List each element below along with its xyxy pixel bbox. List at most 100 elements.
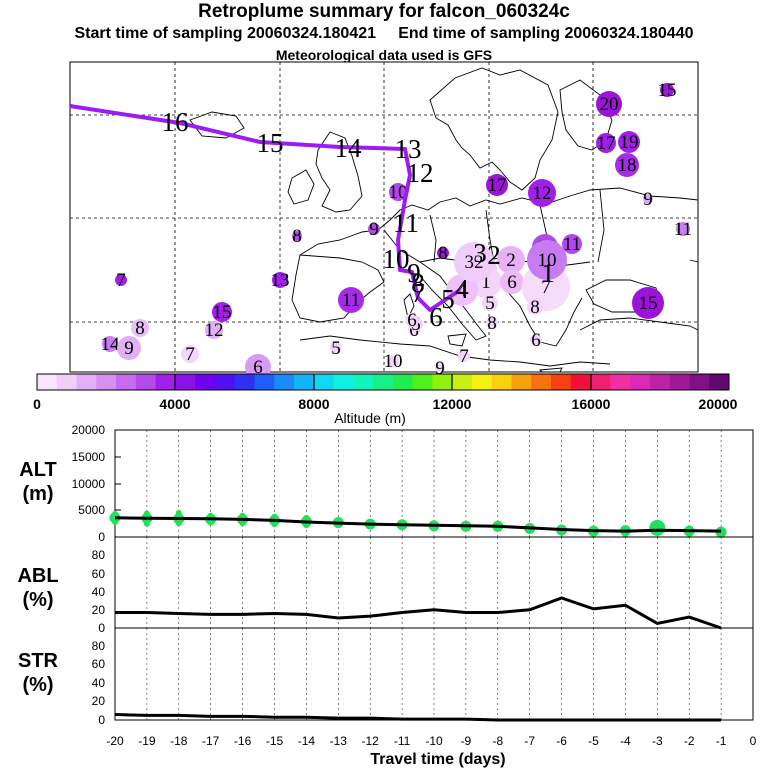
colorbar-tick-2: 8000: [298, 396, 329, 412]
str-yticks: 0 20 40 60 80: [92, 639, 106, 727]
cluster-11-label: 11: [342, 290, 360, 311]
colorbar-cell-16: [353, 374, 374, 390]
x-tick--17: -17: [202, 734, 220, 748]
track-label-13: 13: [395, 134, 422, 164]
alt-marker: [303, 514, 310, 521]
colorbar-cell-14: [313, 374, 334, 390]
cluster-15-marker: [212, 302, 232, 322]
border-5: [597, 189, 605, 263]
colorbar-cell-31: [649, 374, 671, 390]
alt-marker: [207, 519, 214, 526]
cluster-8-label: 8: [438, 243, 448, 264]
alt-marker: [143, 520, 150, 527]
altitude-colorbar: 0 4000 8000 12000 16000 20000 Altitude (…: [33, 373, 738, 426]
abl-yticks: 0 20 40 60 80: [92, 548, 106, 635]
colorbar-cell-33: [689, 374, 710, 390]
x-tick--11: -11: [394, 734, 411, 748]
colorbar-tick-labels: 0 4000 8000 12000 16000 20000: [33, 396, 738, 412]
cluster-7-marker: [458, 350, 470, 362]
cluster-9-label: 9: [124, 338, 134, 359]
border-2: [429, 214, 437, 263]
alt-marker: [715, 526, 727, 538]
x-tick--18: -18: [170, 734, 188, 748]
colorbar-cell-20: [432, 374, 453, 390]
alt-marker: [271, 521, 278, 528]
str-ytick-3: 60: [92, 657, 106, 671]
cluster-6-label: 6: [507, 272, 517, 293]
track-label-14: 14: [335, 133, 363, 163]
str-ytick-4: 80: [92, 639, 106, 653]
colorbar-cell-32: [669, 374, 690, 390]
str-ytick-1: 20: [92, 694, 106, 708]
cluster-17-marker: [486, 174, 508, 196]
track-label-3: 3: [473, 238, 487, 268]
x-tick--19: -19: [138, 734, 156, 748]
cluster-20-marker: [596, 91, 622, 117]
cluster-4-marker: [446, 274, 478, 306]
str-ylabel-2: (%): [22, 674, 53, 696]
retroplume-map: 2015171918917121116111510898713111512814…: [69, 61, 699, 380]
colorbar-cell-29: [610, 374, 631, 390]
colorbar-tick-1: 4000: [159, 396, 190, 412]
track-label-9: 9: [407, 258, 421, 288]
cluster-32-label: 32: [465, 252, 484, 273]
cluster-6-label: 6: [253, 357, 263, 378]
alt-ytick-2: 10000: [72, 477, 106, 491]
cluster-8-marker: [437, 247, 449, 259]
colorbar-cell-5: [135, 374, 157, 390]
cluster-17-label: 17: [488, 175, 507, 196]
cluster-7-label: 7: [459, 346, 469, 367]
cluster-10-label: 10: [538, 250, 557, 271]
alt-ytick-marks: [115, 456, 121, 511]
track-label-12: 12: [407, 158, 434, 188]
cluster-6-marker: [530, 334, 542, 346]
cluster-4-label: 4: [457, 280, 467, 301]
abl-ylabel-2: (%): [22, 589, 53, 611]
cluster-9-label: 9: [643, 189, 653, 210]
track-label-1: 1: [541, 258, 555, 288]
cluster-11-label: 11: [563, 234, 581, 255]
colorbar-cell-34: [709, 374, 730, 390]
cluster-19-label: 19: [620, 132, 639, 153]
colorbar-frame: [36, 373, 730, 391]
cluster-2-label: 2: [506, 250, 516, 271]
meteo-label: Meteorological data used is GFS: [275, 47, 493, 63]
cluster-12-marker: [205, 321, 223, 339]
cluster-10-marker: [387, 355, 399, 367]
cluster-8-label: 8: [292, 226, 302, 247]
track-label-7: 7: [411, 278, 425, 308]
cluster-9-label: 9: [435, 358, 445, 379]
cluster-15-marker: [660, 83, 674, 97]
track-label-8: 8: [411, 268, 425, 298]
colorbar-cell-9: [214, 374, 236, 390]
cluster-7-label: 7: [185, 344, 195, 365]
colorbar-cell-10: [234, 374, 255, 390]
cluster-8-label: 8: [530, 297, 540, 318]
track-label-11: 11: [393, 208, 419, 238]
alt-ytick-3: 15000: [72, 450, 106, 464]
coast-ireland: [287, 169, 315, 205]
abl-ytick-4: 80: [92, 548, 106, 562]
coast-corsica: [403, 293, 415, 320]
colorbar-tick-3: 12000: [433, 396, 472, 412]
x-tick--10: -10: [425, 734, 443, 748]
alt-marker-large: [649, 519, 666, 536]
coast-crete: [539, 367, 563, 373]
cluster-9-marker: [117, 336, 141, 360]
cluster-8-marker: [527, 299, 543, 315]
cluster-11-marker: [676, 222, 690, 236]
colorbar-cell-18: [392, 374, 414, 390]
cluster-17-marker: [596, 133, 616, 153]
cluster-8-marker: [292, 231, 302, 241]
colorbar-cell-30: [630, 374, 651, 390]
colorbar-cell-25: [531, 374, 552, 390]
cluster-15-label: 15: [213, 302, 232, 323]
colorbar-cell-7: [175, 374, 196, 390]
cluster-11-label: 11: [674, 219, 692, 240]
cluster-18-label: 18: [618, 155, 637, 176]
cluster-20-label: 20: [600, 94, 619, 115]
plume-clusters: 2015171918917121116111510898713111512814…: [101, 80, 692, 380]
cluster-9-marker: [643, 194, 653, 204]
cluster-1-label: 1: [481, 272, 491, 293]
